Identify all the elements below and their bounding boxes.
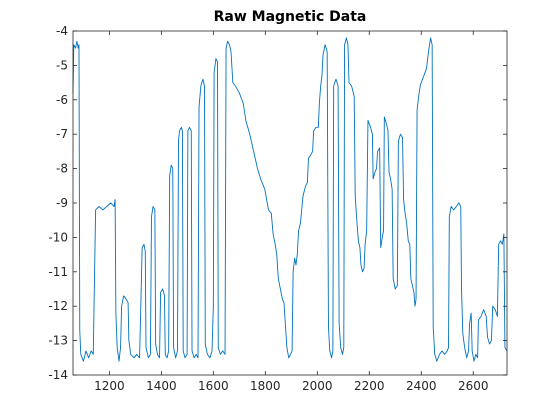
x-tick-label: 1400 (146, 379, 177, 393)
y-tick-label: -11 (48, 265, 68, 279)
x-tick-label: 1600 (198, 379, 229, 393)
y-tick-label: -14 (48, 368, 68, 382)
y-tick-label: -10 (48, 230, 68, 244)
x-tick-label: 2600 (458, 379, 489, 393)
x-tick-label: 2200 (354, 379, 385, 393)
y-tick-label: -9 (56, 196, 68, 210)
series-line-0 (72, 37, 508, 362)
y-tick-label: -5 (56, 58, 68, 72)
x-tick-label: 2400 (406, 379, 437, 393)
y-tick-label: -8 (56, 162, 68, 176)
y-tick-label: -13 (48, 334, 68, 348)
y-tick-label: -12 (48, 299, 68, 313)
x-tick-label: 2000 (302, 379, 333, 393)
x-tick-label: 1200 (94, 379, 125, 393)
axes-box (72, 30, 508, 376)
x-tick-label: 1800 (250, 379, 281, 393)
y-tick-label: -4 (56, 24, 68, 38)
y-tick-label: -6 (56, 93, 68, 107)
chart-title: Raw Magnetic Data (213, 9, 367, 25)
y-tick-label: -7 (56, 127, 68, 141)
